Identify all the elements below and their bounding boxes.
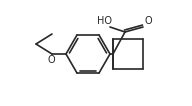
- Text: O: O: [144, 16, 152, 26]
- Text: HO: HO: [97, 16, 112, 26]
- Text: O: O: [47, 55, 55, 65]
